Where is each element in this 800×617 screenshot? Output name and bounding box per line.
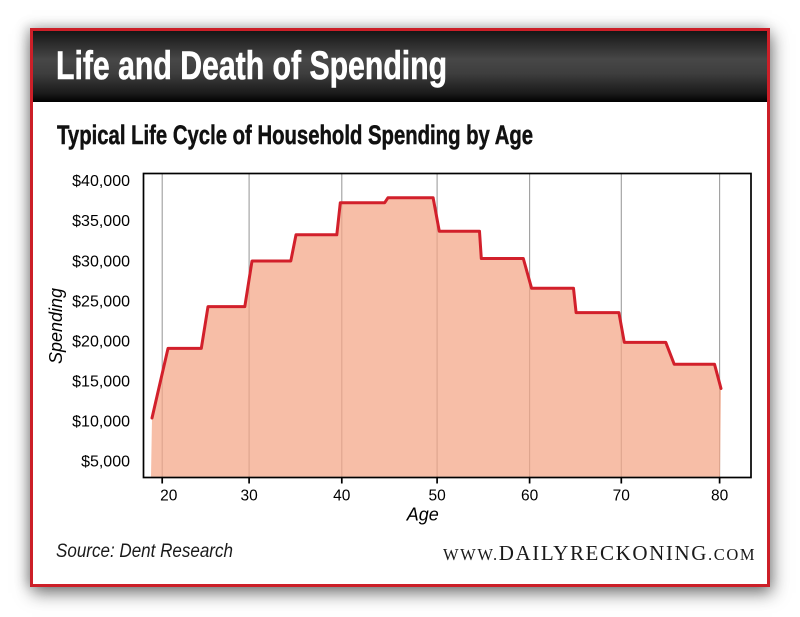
- svg-text:$5,000: $5,000: [81, 454, 130, 471]
- svg-text:80: 80: [711, 488, 729, 505]
- svg-text:$35,000: $35,000: [72, 213, 130, 230]
- svg-text:Spending: Spending: [46, 288, 66, 364]
- svg-text:$10,000: $10,000: [72, 414, 130, 431]
- svg-text:$20,000: $20,000: [72, 333, 130, 350]
- svg-text:30: 30: [240, 488, 258, 505]
- svg-text:$15,000: $15,000: [72, 373, 130, 390]
- svg-text:70: 70: [613, 488, 631, 505]
- svg-text:$30,000: $30,000: [72, 253, 130, 270]
- svg-text:60: 60: [521, 488, 539, 505]
- svg-text:$25,000: $25,000: [72, 293, 130, 310]
- svg-text:40: 40: [333, 488, 351, 505]
- svg-text:50: 50: [428, 488, 446, 505]
- svg-text:Age: Age: [406, 505, 439, 525]
- svg-text:$40,000: $40,000: [72, 173, 130, 190]
- svg-text:20: 20: [160, 488, 178, 505]
